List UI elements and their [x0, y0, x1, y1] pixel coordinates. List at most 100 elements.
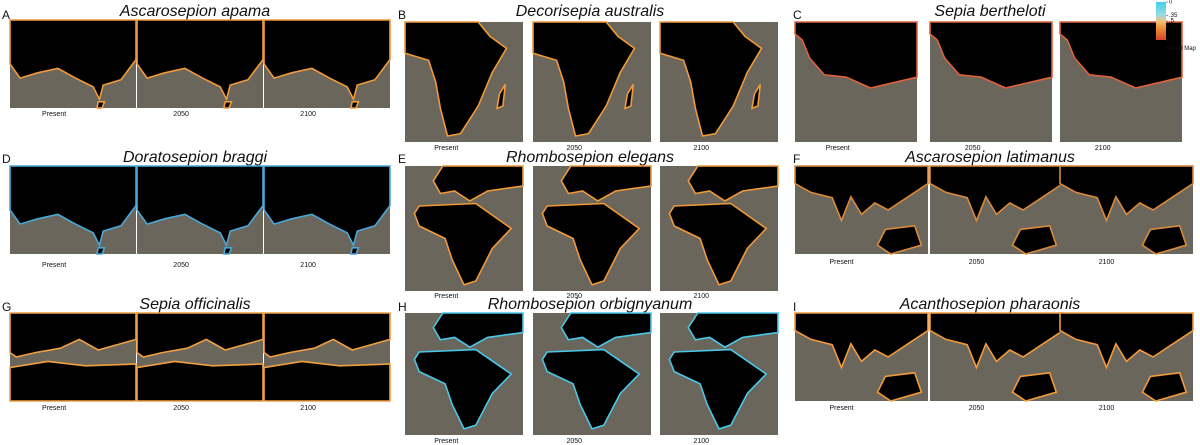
time-label: Present: [434, 145, 458, 152]
land: [263, 19, 391, 102]
time-label: 2050: [969, 405, 985, 412]
land: [349, 101, 360, 109]
land: [1059, 21, 1183, 89]
time-label: 2050: [567, 293, 583, 300]
land: [95, 101, 106, 109]
legend-tick-label: 1: [1169, 38, 1173, 44]
land: [560, 165, 652, 202]
land: [413, 202, 513, 286]
panel-letter: C: [793, 8, 802, 22]
land: [349, 247, 360, 255]
panel-title: Acanthosepion pharaonis: [899, 296, 1081, 313]
land: [794, 165, 929, 223]
time-label: 2100: [1099, 259, 1115, 266]
land: [263, 360, 391, 402]
land: [541, 348, 641, 430]
time-label: 2050: [173, 405, 189, 412]
time-label: 2050: [965, 145, 981, 152]
land: [136, 19, 264, 102]
legend-tick-label: .65: [1169, 24, 1178, 30]
panel-title: Rhombosepion elegans: [506, 149, 674, 166]
land: [876, 224, 923, 255]
time-label: Present: [42, 111, 66, 118]
land: [1141, 224, 1188, 255]
land: [668, 348, 768, 430]
land: [263, 312, 391, 358]
panel-letter: A: [2, 8, 10, 22]
time-label: 2100: [694, 145, 710, 152]
panel-title: Rhombosepion orbignyanum: [488, 296, 693, 313]
time-label: 2100: [300, 262, 316, 269]
land: [9, 360, 137, 402]
legend-tick-label: 0: [1169, 0, 1173, 6]
time-label: 2100: [300, 405, 316, 412]
panel-letter: G: [2, 300, 11, 314]
land: [222, 101, 233, 109]
land: [9, 19, 137, 102]
land: [794, 21, 918, 89]
panel-letter: D: [2, 152, 11, 166]
land: [929, 21, 1053, 89]
land: [794, 312, 929, 370]
legend-tick-label: .35: [1169, 13, 1178, 19]
land: [560, 312, 652, 349]
panel-title: Doratosepion braggi: [123, 149, 268, 166]
land: [9, 312, 137, 358]
land: [432, 165, 524, 202]
time-label: 2100: [300, 111, 316, 118]
panel-title: Decorisepia australis: [516, 3, 665, 20]
land: [532, 21, 636, 137]
land: [1059, 165, 1194, 223]
land: [222, 247, 233, 255]
land: [413, 348, 513, 430]
land: [9, 165, 137, 248]
time-label: 2050: [567, 438, 583, 445]
time-label: 2050: [567, 145, 583, 152]
time-label: Present: [42, 262, 66, 269]
panel-title: Sepia officinalis: [139, 296, 250, 313]
time-label: 2050: [173, 111, 189, 118]
time-label: Present: [829, 259, 853, 266]
legend-colorbar: [1156, 2, 1166, 40]
land: [263, 165, 391, 248]
land: [495, 83, 507, 110]
land: [687, 165, 779, 202]
time-label: Present: [434, 293, 458, 300]
land: [623, 83, 635, 110]
panel-letter: I: [793, 300, 796, 314]
time-label: 2050: [173, 262, 189, 269]
panel-letter: B: [398, 8, 406, 22]
time-label: Present: [434, 438, 458, 445]
land: [750, 83, 762, 110]
legend-tick-label: .5: [1169, 19, 1175, 25]
land: [687, 312, 779, 349]
time-label: 2100: [694, 438, 710, 445]
legend-swatch: [1156, 45, 1165, 51]
panel-title: Sepia bertheloti: [934, 3, 1046, 20]
land: [404, 21, 508, 137]
land: [432, 312, 524, 349]
land: [1011, 371, 1058, 402]
panel-title: Ascarosepion apama: [119, 3, 270, 20]
panel-letter: H: [398, 300, 407, 314]
land: [1059, 312, 1194, 370]
land: [668, 202, 768, 286]
time-label: Present: [42, 405, 66, 412]
land: [136, 360, 264, 402]
legend-label: World Map: [1167, 46, 1197, 52]
land: [1011, 224, 1058, 255]
time-label: Present: [829, 405, 853, 412]
panel-letter: E: [398, 152, 406, 166]
time-label: Present: [826, 145, 850, 152]
time-label: 2100: [1099, 405, 1115, 412]
land: [136, 312, 264, 358]
time-label: 2100: [1095, 145, 1111, 152]
land: [659, 21, 763, 137]
panel-title: Ascarosepion latimanus: [904, 149, 1075, 166]
time-label: 2050: [969, 259, 985, 266]
time-label: 2100: [694, 293, 710, 300]
land: [136, 165, 264, 248]
land: [95, 247, 106, 255]
land: [876, 371, 923, 402]
